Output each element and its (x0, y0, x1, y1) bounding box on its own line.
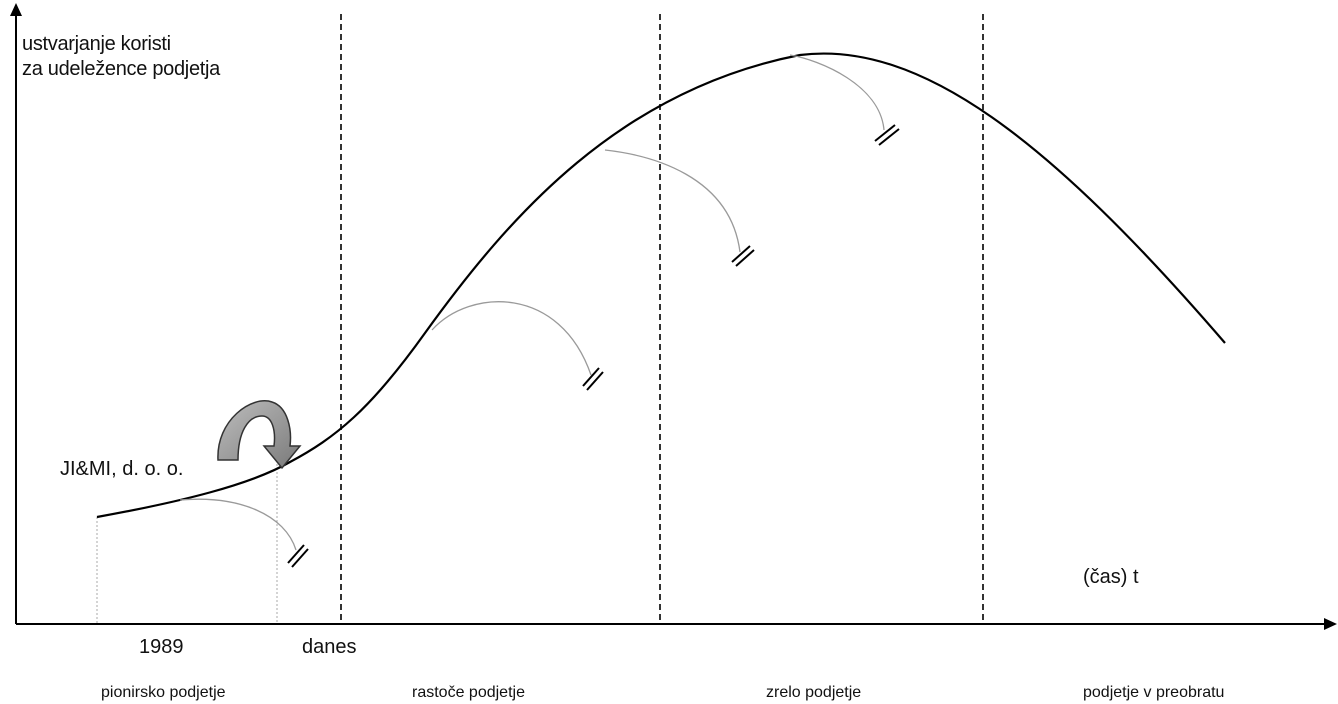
company-label: JI&MI, d. o. o. (60, 458, 184, 480)
phase-label-turnaround: podjetje v preobratu (1083, 684, 1225, 701)
y-axis-arrowhead (10, 3, 22, 16)
break-marker-2 (582, 367, 604, 391)
x-tick-danes: danes (302, 636, 357, 658)
x-axis-label: (čas) t (1083, 566, 1139, 588)
y-axis-label: ustvarjanje koristi za udeležence podjet… (22, 32, 220, 82)
break-marker-4 (874, 124, 900, 146)
transformation-arrow-icon (217, 400, 302, 470)
phase-label-pioneer: pionirsko podjetje (101, 684, 226, 701)
x-tick-1989: 1989 (139, 636, 184, 658)
x-axis-arrowhead (1324, 618, 1337, 630)
break-marker-1 (287, 544, 309, 568)
phase-label-mature: zrelo podjetje (766, 684, 862, 701)
lifecycle-curve (96, 52, 1226, 519)
branch-curve-4 (789, 54, 885, 131)
branch-curve-2 (431, 301, 592, 376)
branch-curve-1 (179, 498, 297, 551)
y-axis-label-line2: za udeležence podjetja (22, 58, 220, 80)
branch-curve-3 (604, 149, 741, 253)
y-axis-label-line1: ustvarjanje koristi (22, 33, 171, 55)
phase-label-growing: rastoče podjetje (412, 684, 525, 701)
break-marker-3 (731, 245, 755, 267)
